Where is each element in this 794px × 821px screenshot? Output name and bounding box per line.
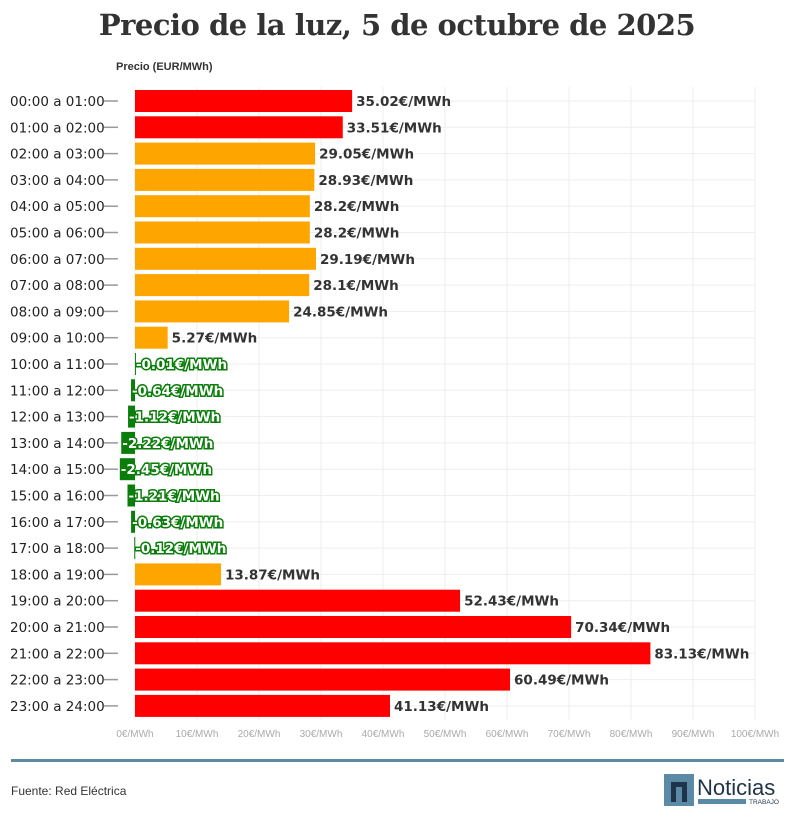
x-tick-label: 100€/MWh: [731, 729, 779, 740]
noticias-trabajo-logo: Noticias TRABAJO: [664, 774, 779, 806]
data-label: 52.43€/MWh: [464, 594, 559, 610]
bar: [131, 379, 135, 402]
y-tick-label: 09:00 a 10:00: [10, 331, 105, 347]
x-tick-label: 50€/MWh: [424, 729, 467, 740]
y-tick-label: 07:00 a 08:00: [10, 278, 105, 294]
data-label: 70.34€/MWh: [575, 620, 670, 636]
y-tick-label: 17:00 a 18:00: [10, 541, 105, 557]
bar: [135, 589, 461, 612]
data-label: 28.2€/MWh: [314, 199, 400, 215]
x-tick-label: 10€/MWh: [176, 729, 219, 740]
bar: [135, 694, 391, 717]
bar: [131, 510, 135, 533]
data-label: 5.27€/MWh: [172, 331, 258, 347]
y-tick-label: 05:00 a 06:00: [10, 226, 105, 242]
data-label: -0.64€/MWh: [132, 383, 223, 399]
bar-chart: 0€/MWh 10€/MWh 20€/MWh 30€/MWh 40€/MWh 50€/MW…: [10, 87, 779, 740]
y-tick-label: 12:00 a 13:00: [10, 410, 105, 426]
data-label: 35.02€/MWh: [356, 94, 451, 110]
data-label: 29.19€/MWh: [320, 252, 415, 268]
y-tick-label: 22:00 a 23:00: [10, 673, 105, 689]
data-label: -0.01€/MWh: [136, 357, 227, 373]
y-tick-label: 10:00 a 11:00: [10, 357, 105, 373]
bar: [135, 326, 168, 349]
y-tick-label: 20:00 a 21:00: [10, 620, 105, 636]
data-label: 41.13€/MWh: [394, 699, 489, 715]
data-label: -2.45€/MWh: [121, 462, 212, 478]
y-tick-label: 00:00 a 01:00: [10, 94, 105, 110]
data-label: 13.87€/MWh: [225, 567, 320, 583]
bar: [134, 353, 136, 375]
x-tick-label: 30€/MWh: [300, 729, 343, 740]
y-tick-label: 13:00 a 14:00: [10, 436, 105, 452]
logo-subtext: TRABAJO: [749, 799, 779, 806]
data-label: 33.51€/MWh: [347, 120, 442, 136]
bar: [135, 668, 511, 691]
x-tick-label: 80€/MWh: [610, 729, 653, 740]
x-tick-label: 70€/MWh: [548, 729, 591, 740]
data-label: -2.22€/MWh: [122, 436, 213, 452]
bar: [135, 300, 290, 323]
y-tick-label: 19:00 a 20:00: [10, 594, 105, 610]
data-label: 24.85€/MWh: [293, 304, 388, 320]
data-label: -1.12€/MWh: [129, 410, 220, 426]
y-tick-label: 04:00 a 05:00: [10, 199, 105, 215]
bar: [135, 168, 315, 191]
x-tick-label: 60€/MWh: [486, 729, 529, 740]
bar: [135, 274, 310, 297]
bar: [135, 642, 651, 665]
x-tick-label: 20€/MWh: [238, 729, 281, 740]
bar: [134, 537, 136, 560]
data-label: 83.13€/MWh: [654, 646, 749, 662]
y-tick-label: 03:00 a 04:00: [10, 173, 105, 189]
footer-divider: [11, 759, 784, 762]
bar: [135, 90, 353, 112]
data-label: 28.93€/MWh: [318, 173, 413, 189]
data-label: 60.49€/MWh: [514, 673, 609, 689]
y-tick-label: 11:00 a 12:00: [10, 383, 105, 399]
y-tick-label: 18:00 a 19:00: [10, 567, 105, 583]
data-label: 29.05€/MWh: [319, 147, 414, 163]
source-text: Fuente: Red Eléctrica: [11, 784, 127, 798]
bar: [135, 195, 310, 218]
bar: [121, 431, 135, 454]
bar: [127, 484, 135, 507]
x-tick-label: 0€/MWh: [116, 729, 153, 740]
bar: [128, 405, 135, 428]
data-label: 28.2€/MWh: [314, 226, 400, 242]
y-axis-label: Precio (EUR/MWh): [116, 61, 213, 73]
y-tick-label: 21:00 a 22:00: [10, 646, 105, 662]
data-label: 28.1€/MWh: [313, 278, 399, 294]
chart-title: Precio de la luz, 5 de octubre de 2025: [98, 8, 696, 42]
y-tick-label: 08:00 a 09:00: [10, 304, 105, 320]
y-tick-label: 15:00 a 16:00: [10, 489, 105, 505]
logo-text: Noticias: [697, 775, 775, 800]
y-tick-label: 01:00 a 02:00: [10, 120, 105, 136]
bar: [135, 563, 221, 586]
data-label: -0.63€/MWh: [132, 515, 223, 531]
y-tick-label: 16:00 a 17:00: [10, 515, 105, 531]
x-tick-label: 40€/MWh: [362, 729, 405, 740]
bar: [135, 142, 316, 165]
y-tick-label: 06:00 a 07:00: [10, 252, 105, 268]
bar: [135, 116, 343, 139]
x-tick-label: 90€/MWh: [672, 729, 715, 740]
data-label: -0.12€/MWh: [135, 541, 226, 557]
y-tick-label: 14:00 a 15:00: [10, 462, 105, 478]
bar: [135, 221, 310, 244]
data-label: -1.21€/MWh: [128, 489, 219, 505]
y-tick-label: 23:00 a 24:00: [10, 699, 105, 715]
bar: [135, 616, 572, 638]
bar: [135, 247, 316, 270]
bar: [119, 458, 135, 481]
y-tick-label: 02:00 a 03:00: [10, 147, 105, 163]
